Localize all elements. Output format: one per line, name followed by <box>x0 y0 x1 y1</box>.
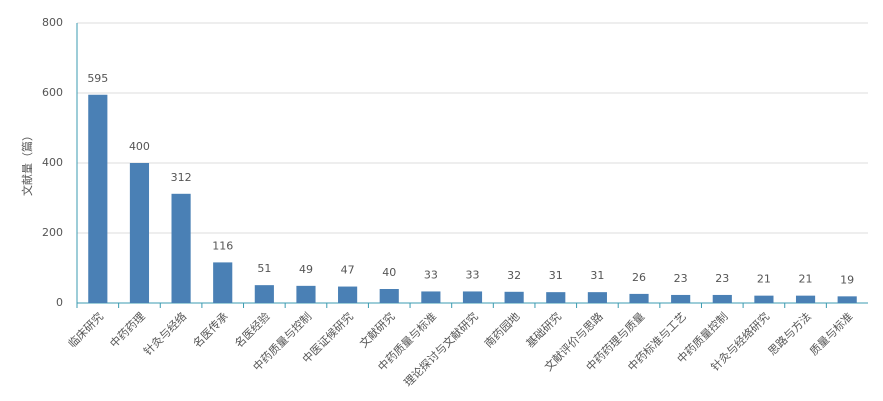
data-label: 32 <box>507 269 521 282</box>
x-tick-label: 针灸与经络 <box>141 309 190 358</box>
bar <box>504 291 524 303</box>
bar <box>754 295 774 303</box>
bar <box>587 292 607 303</box>
y-tick-label: 200 <box>42 226 63 239</box>
bar <box>546 292 566 303</box>
data-label: 51 <box>257 262 271 275</box>
x-tick-label: 名医传承 <box>190 309 231 350</box>
data-label: 49 <box>299 263 313 276</box>
bar <box>671 294 691 303</box>
y-tick-label: 800 <box>42 16 63 29</box>
data-label: 33 <box>466 268 480 281</box>
x-tick-label: 质量与标准 <box>807 309 856 358</box>
bar <box>837 296 857 303</box>
bar <box>712 294 732 303</box>
data-label: 23 <box>674 272 688 285</box>
bar <box>296 285 316 303</box>
bar <box>795 295 816 303</box>
bar <box>129 163 150 303</box>
bar <box>379 289 399 303</box>
bar <box>213 262 233 303</box>
data-label: 21 <box>757 273 771 286</box>
data-label: 47 <box>341 264 355 277</box>
data-label: 31 <box>590 269 604 282</box>
data-label: 116 <box>212 239 233 252</box>
x-tick-label: 文献研究 <box>356 309 397 350</box>
bar <box>338 286 358 303</box>
bar <box>462 291 483 303</box>
data-label: 26 <box>632 271 646 284</box>
data-label: 21 <box>799 273 813 286</box>
data-label: 23 <box>715 272 729 285</box>
y-tick-label: 600 <box>42 86 63 99</box>
bar <box>254 285 274 303</box>
y-tick-label: 0 <box>56 296 63 309</box>
x-tick-label: 名医经验 <box>232 309 273 350</box>
y-axis-label: 文献量（篇） <box>20 130 34 196</box>
x-tick-label: 思路与方法 <box>765 309 814 358</box>
data-label: 19 <box>840 273 854 286</box>
x-tick-label: 南药园地 <box>482 310 522 350</box>
x-tick-label: 理论探讨与文献研究 <box>401 309 481 389</box>
bar <box>421 291 441 303</box>
bar <box>171 193 191 303</box>
bar <box>629 293 649 303</box>
x-tick-label: 中药药理 <box>107 310 147 350</box>
data-label: 31 <box>549 269 563 282</box>
data-label: 400 <box>129 140 150 153</box>
x-tick-label: 基础研究 <box>523 309 564 350</box>
y-tick-label: 400 <box>42 156 63 169</box>
x-tick-label: 临床研究 <box>65 309 106 350</box>
data-label: 312 <box>171 171 192 184</box>
data-label: 33 <box>424 268 438 281</box>
data-label: 595 <box>87 72 108 85</box>
bar <box>88 94 108 303</box>
data-label: 40 <box>382 266 396 279</box>
